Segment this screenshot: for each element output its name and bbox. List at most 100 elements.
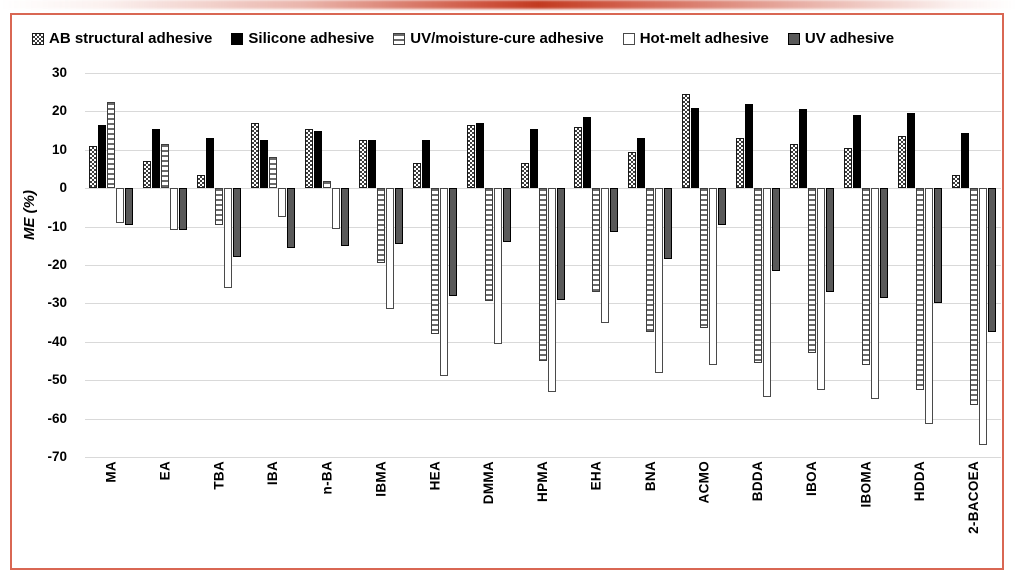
x-category-label: IBOMA [858, 461, 874, 508]
bar-BNA [646, 188, 655, 333]
bar-BDDA [754, 188, 763, 363]
bar-EHA [592, 188, 601, 292]
bar-EA [161, 144, 170, 189]
x-category-label: TBA [211, 461, 227, 490]
bar-MA [107, 101, 116, 189]
bar-HEA [421, 140, 430, 189]
x-category-label: DMMA [481, 461, 497, 505]
bar-IBOA [798, 109, 807, 189]
bar-TBA [233, 188, 242, 258]
bar-BNA [637, 138, 646, 189]
white-swatch-icon [622, 32, 635, 45]
x-category-label: EHA [588, 461, 604, 491]
checker-swatch-icon [32, 32, 44, 45]
legend-label: UV adhesive [804, 30, 895, 47]
chart-frame: AB structural adhesive Silicone adhesive… [10, 13, 1004, 570]
bar-ACMO [718, 188, 727, 225]
y-tick-label: -70 [47, 449, 67, 464]
bar-ACMO [682, 94, 691, 189]
x-category-label: HPMA [535, 461, 550, 502]
legend-label: Silicone adhesive [248, 30, 375, 47]
bar-2-BACOEA [951, 174, 960, 189]
gridline [85, 149, 1001, 151]
bar-ACMO [700, 188, 709, 329]
bar-HEA [430, 188, 439, 335]
bar-IBOMA [861, 188, 870, 365]
legend: AB structural adhesive Silicone adhesive… [32, 30, 894, 47]
y-tick-label: 30 [51, 65, 67, 80]
bar-IBOA [789, 144, 798, 189]
bar-IBOA [825, 188, 834, 292]
x-category-label: ACMO [696, 461, 712, 504]
x-category-label: HEA [427, 461, 443, 491]
bar-IBOMA [879, 188, 888, 298]
bar-TBA [215, 188, 224, 225]
y-tick-label: -30 [47, 295, 67, 311]
legend-label: AB structural adhesive [49, 30, 213, 47]
bar-DMMA [475, 122, 484, 189]
bar-IBOA [807, 188, 816, 354]
gridline [85, 418, 1001, 420]
x-category-label: n-BA [319, 461, 335, 495]
bar-IBMA [367, 140, 376, 189]
gray-swatch-icon [787, 32, 800, 45]
y-tick-label: 20 [51, 103, 67, 119]
bar-2-BACOEA [978, 188, 987, 446]
stripe-swatch-icon [393, 32, 406, 45]
y-tick-label: -20 [47, 257, 67, 272]
bar-TBA [197, 174, 206, 189]
gridline [85, 380, 1001, 382]
legend-item-silicone: Silicone adhesive [231, 30, 374, 47]
x-category-label: BNA [642, 461, 658, 492]
bar-EA [152, 128, 161, 189]
bar-BNA [628, 151, 637, 189]
bar-n-BA [313, 130, 322, 189]
bar-IBMA [394, 188, 403, 244]
bar-HPMA [538, 188, 547, 361]
bar-HPMA [520, 163, 529, 189]
bar-HDDA [897, 136, 906, 189]
y-tick-label: -40 [47, 333, 67, 349]
bar-2-BACOEA [960, 132, 969, 189]
bar-2-BACOEA [969, 188, 978, 406]
legend-item-uv-moisture: UV/moisture-cure adhesive [393, 30, 604, 47]
bar-TBA [206, 138, 215, 189]
bar-EA [143, 161, 152, 189]
y-tick-label: -10 [47, 218, 67, 234]
x-category-label: HDDA [912, 461, 928, 502]
gridline [85, 457, 1001, 458]
bar-2-BACOEA [987, 188, 996, 333]
bar-MA [89, 145, 98, 189]
bar-IBA [287, 188, 296, 248]
bar-TBA [224, 188, 233, 289]
bar-ACMO [709, 188, 718, 365]
bar-HDDA [915, 188, 924, 390]
legend-item-uv: UV adhesive [787, 30, 895, 47]
y-axis-ticks: 30 20 10 0 -10 -20 -30 -40 -50 -60 -70 [29, 65, 75, 464]
bar-EA [170, 188, 179, 231]
legend-item-ab-structural: AB structural adhesive [32, 30, 212, 47]
bar-IBA [260, 140, 269, 189]
y-tick-label: -60 [47, 410, 67, 426]
plot-area [85, 73, 1001, 458]
bar-MA [125, 188, 134, 225]
bar-DMMA [466, 124, 475, 189]
legend-label: UV/moisture-cure adhesive [410, 30, 604, 47]
bar-BNA [664, 188, 673, 260]
bar-HDDA [933, 188, 942, 304]
bar-EHA [610, 188, 619, 233]
bar-DMMA [502, 188, 511, 242]
bar-IBOMA [852, 115, 861, 189]
bar-HDDA [906, 113, 915, 189]
x-category-label: IBA [265, 461, 281, 486]
bar-n-BA [304, 128, 313, 189]
bar-IBMA [376, 188, 385, 264]
legend-label: Hot-melt adhesive [639, 30, 769, 47]
bar-IBOMA [843, 147, 852, 189]
bar-n-BA [331, 188, 340, 229]
bar-DMMA [484, 188, 493, 302]
accent-gradient-bar [0, 0, 1016, 9]
black-swatch-icon [231, 32, 244, 45]
bar-IBOA [816, 188, 825, 390]
